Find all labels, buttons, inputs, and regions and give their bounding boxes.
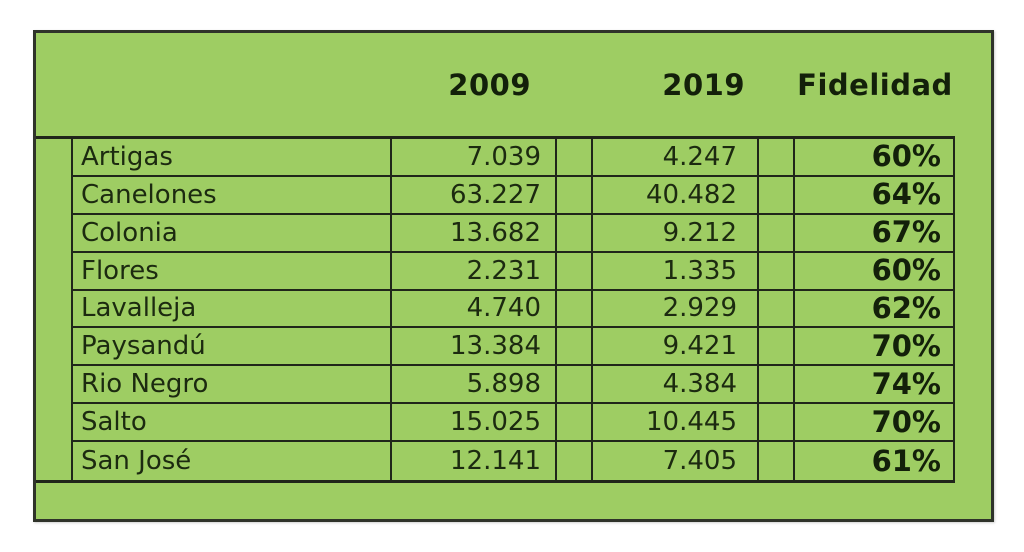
header-gap-2 [759,33,795,136]
fidelidad-cell: 60% [795,139,955,177]
gap-cell [759,214,795,253]
value-2009-cell: 15.025 [392,404,557,443]
fidelity-table-panel: 2009 2019 Fidelidad Artigas 7.039 4.247 … [33,30,994,522]
gap-cell [759,328,795,367]
value-2009-cell: 2.231 [392,252,557,291]
gap-cell [557,442,593,480]
data-grid: Artigas 7.039 4.247 60% Canelones 63.227… [36,136,955,483]
gap-cell [759,290,795,329]
department-name-cell: Lavalleja [73,290,392,329]
department-name-cell: Paysandú [73,328,392,367]
fidelidad-cell: 64% [795,176,955,215]
gap-cell [759,366,795,405]
value-2009-cell: 12.141 [392,442,557,480]
table-header-row: 2009 2019 Fidelidad [36,33,955,136]
fidelidad-cell: 67% [795,214,955,253]
column-header-fidelidad: Fidelidad [797,67,953,102]
left-margin-column [36,139,73,480]
value-2019-cell: 9.212 [593,214,759,253]
gap-cell [759,404,795,443]
value-2009-cell: 63.227 [392,176,557,215]
department-name-cell: Canelones [73,176,392,215]
header-spacer-names [73,33,392,136]
fidelidad-cell: 62% [795,290,955,329]
value-2019-cell: 9.421 [593,328,759,367]
fidelidad-cell: 61% [795,442,955,480]
value-2019-cell: 40.482 [593,176,759,215]
column-header-2019: 2019 [662,67,745,102]
gap-cell [557,404,593,443]
value-2019-cell: 10.445 [593,404,759,443]
gap-cell [557,290,593,329]
department-name-cell: Salto [73,404,392,443]
value-2019-cell: 4.247 [593,139,759,177]
value-2009-cell: 13.384 [392,328,557,367]
gap-cell [557,139,593,177]
gap-cell [557,328,593,367]
value-2019-cell: 4.384 [593,366,759,405]
gap-cell [759,442,795,480]
fidelidad-cell: 70% [795,404,955,443]
gap-cell [557,252,593,291]
department-name-cell: Rio Negro [73,366,392,405]
value-2009-cell: 5.898 [392,366,557,405]
gap-cell [557,366,593,405]
value-2009-cell: 7.039 [392,139,557,177]
gap-cell [557,214,593,253]
fidelidad-cell: 70% [795,328,955,367]
department-name-cell: Artigas [73,139,392,177]
department-name-cell: Colonia [73,214,392,253]
department-name-cell: Flores [73,252,392,291]
value-2009-cell: 4.740 [392,290,557,329]
gap-cell [759,139,795,177]
value-2019-cell: 7.405 [593,442,759,480]
value-2009-cell: 13.682 [392,214,557,253]
department-name-cell: San José [73,442,392,480]
fidelidad-cell: 60% [795,252,955,291]
column-header-2009: 2009 [448,67,531,102]
header-spacer-margin [36,33,73,136]
value-2019-cell: 2.929 [593,290,759,329]
gap-cell [557,176,593,215]
value-2019-cell: 1.335 [593,252,759,291]
fidelidad-cell: 74% [795,366,955,405]
gap-cell [759,252,795,291]
header-gap-1 [557,33,593,136]
gap-cell [759,176,795,215]
